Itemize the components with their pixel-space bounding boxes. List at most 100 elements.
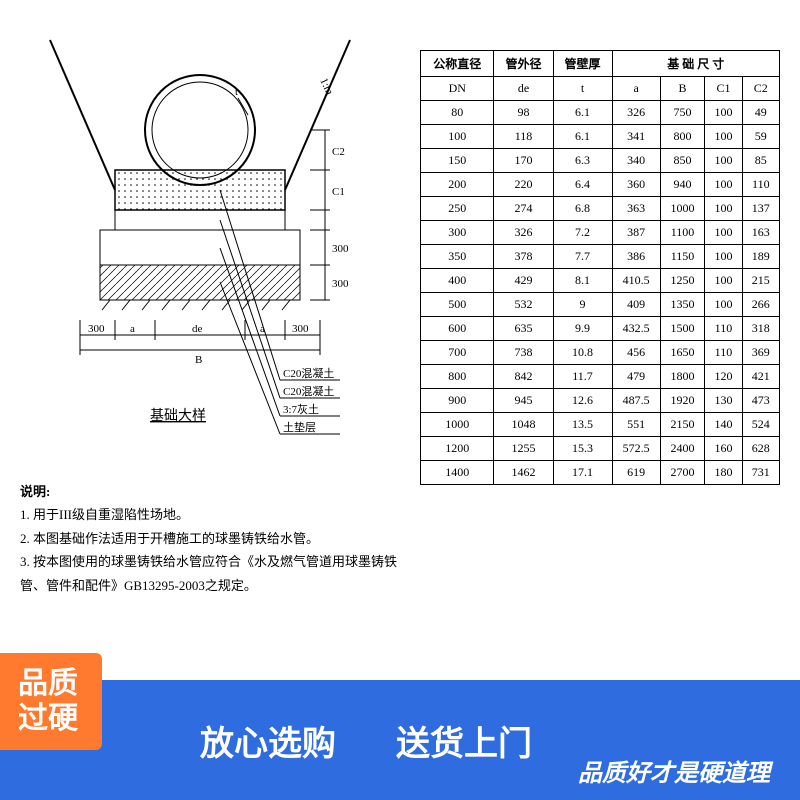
- table-cell: 49: [742, 101, 779, 125]
- table-cell: 378: [494, 245, 553, 269]
- table-cell: 1000: [421, 413, 494, 437]
- banner-mid2: 送货上门: [396, 716, 532, 765]
- note-1: 1. 用于III级自重湿陷性场地。: [20, 503, 400, 526]
- table-cell: 1200: [421, 437, 494, 461]
- dim-v300b: 300: [332, 278, 349, 290]
- table-cell: 11.7: [553, 365, 612, 389]
- table-cell: 118: [494, 125, 553, 149]
- table-cell: 15.3: [553, 437, 612, 461]
- table-cell: 130: [705, 389, 742, 413]
- table-row: 1400146217.16192700180731: [421, 461, 780, 485]
- table-cell: 59: [742, 125, 779, 149]
- table-cell: 700: [421, 341, 494, 365]
- table-row: 1001186.134180010059: [421, 125, 780, 149]
- table-cell: 98: [494, 101, 553, 125]
- table-cell: 160: [705, 437, 742, 461]
- note-3: 3. 按本图使用的球墨铸铁给水管应符合《水及燃气管道用球墨铸铁管、管件和配件》G…: [20, 550, 400, 597]
- dim-de: de: [192, 323, 203, 335]
- table-cell: 572.5: [612, 437, 660, 461]
- table-cell: 9.9: [553, 317, 612, 341]
- table-cell: 387: [612, 221, 660, 245]
- th-C2: C2: [742, 77, 779, 101]
- callout-3: 土垫层: [283, 420, 316, 434]
- banner-sub: 品质好才是硬道理: [578, 753, 770, 788]
- table-cell: 1350: [660, 293, 705, 317]
- table-cell: 17.1: [553, 461, 612, 485]
- table-cell: 619: [612, 461, 660, 485]
- dim-300r: 300: [292, 323, 309, 335]
- table-cell: 1462: [494, 461, 553, 485]
- table-cell: 100: [705, 197, 742, 221]
- table-cell: 100: [421, 125, 494, 149]
- th-de-group: 管外径: [494, 51, 553, 77]
- th-B: B: [660, 77, 705, 101]
- table-cell: 110: [742, 173, 779, 197]
- dim-v300a: 300: [332, 243, 349, 255]
- table-cell: 487.5: [612, 389, 660, 413]
- table-cell: 7.7: [553, 245, 612, 269]
- quality-badge: 品质 过硬: [0, 653, 102, 750]
- table-cell: 220: [494, 173, 553, 197]
- table-cell: 945: [494, 389, 553, 413]
- table-cell: 800: [421, 365, 494, 389]
- table-cell: 1800: [660, 365, 705, 389]
- table-cell: 6.1: [553, 101, 612, 125]
- table-cell: 900: [421, 389, 494, 413]
- table-cell: 750: [660, 101, 705, 125]
- table-cell: 410.5: [612, 269, 660, 293]
- dim-c1: C1: [332, 186, 345, 198]
- table-cell: 200: [421, 173, 494, 197]
- table-cell: 1150: [660, 245, 705, 269]
- table-cell: 100: [705, 269, 742, 293]
- table-cell: 738: [494, 341, 553, 365]
- table-cell: 100: [705, 173, 742, 197]
- table-cell: 628: [742, 437, 779, 461]
- promo-banner: 品质 过硬 放心选购 送货上门 品质好才是硬道理: [0, 680, 800, 800]
- table-cell: 600: [421, 317, 494, 341]
- foundation-diagram: 1:m: [20, 20, 400, 470]
- dim-b: B: [195, 354, 202, 366]
- table-row: 1000104813.55512150140524: [421, 413, 780, 437]
- table-cell: 110: [705, 341, 742, 365]
- table-cell: 180: [705, 461, 742, 485]
- table-row: 3003267.23871100100163: [421, 221, 780, 245]
- table-cell: 363: [612, 197, 660, 221]
- table-row: 1200125515.3572.52400160628: [421, 437, 780, 461]
- table-row: 6006359.9432.51500110318: [421, 317, 780, 341]
- table-cell: 80: [421, 101, 494, 125]
- table-cell: 140: [705, 413, 742, 437]
- table-cell: 2700: [660, 461, 705, 485]
- table-row: 2002206.4360940100110: [421, 173, 780, 197]
- table-cell: 2150: [660, 413, 705, 437]
- table-row: 70073810.84561650110369: [421, 341, 780, 365]
- dim-c2: C2: [332, 146, 345, 158]
- table-cell: 386: [612, 245, 660, 269]
- dim-a1: a: [130, 323, 135, 335]
- table-cell: 100: [705, 221, 742, 245]
- table-cell: 250: [421, 197, 494, 221]
- table-cell: 456: [612, 341, 660, 365]
- table-cell: 850: [660, 149, 705, 173]
- table-cell: 274: [494, 197, 553, 221]
- banner-mid1: 放心选购: [200, 716, 336, 765]
- table-cell: 150: [421, 149, 494, 173]
- table-cell: 341: [612, 125, 660, 149]
- table-row: 2502746.83631000100137: [421, 197, 780, 221]
- table-cell: 409: [612, 293, 660, 317]
- table-cell: 350: [421, 245, 494, 269]
- table-cell: 731: [742, 461, 779, 485]
- table-cell: 1920: [660, 389, 705, 413]
- table-cell: 13.5: [553, 413, 612, 437]
- table-cell: 7.2: [553, 221, 612, 245]
- table-cell: 10.8: [553, 341, 612, 365]
- table-row: 50053294091350100266: [421, 293, 780, 317]
- th-DN: DN: [421, 77, 494, 101]
- table-cell: 163: [742, 221, 779, 245]
- table-cell: 2400: [660, 437, 705, 461]
- table-cell: 1500: [660, 317, 705, 341]
- table-cell: 85: [742, 149, 779, 173]
- dim-300l: 300: [88, 323, 105, 335]
- table-cell: 12.6: [553, 389, 612, 413]
- table-cell: 6.4: [553, 173, 612, 197]
- table-cell: 421: [742, 365, 779, 389]
